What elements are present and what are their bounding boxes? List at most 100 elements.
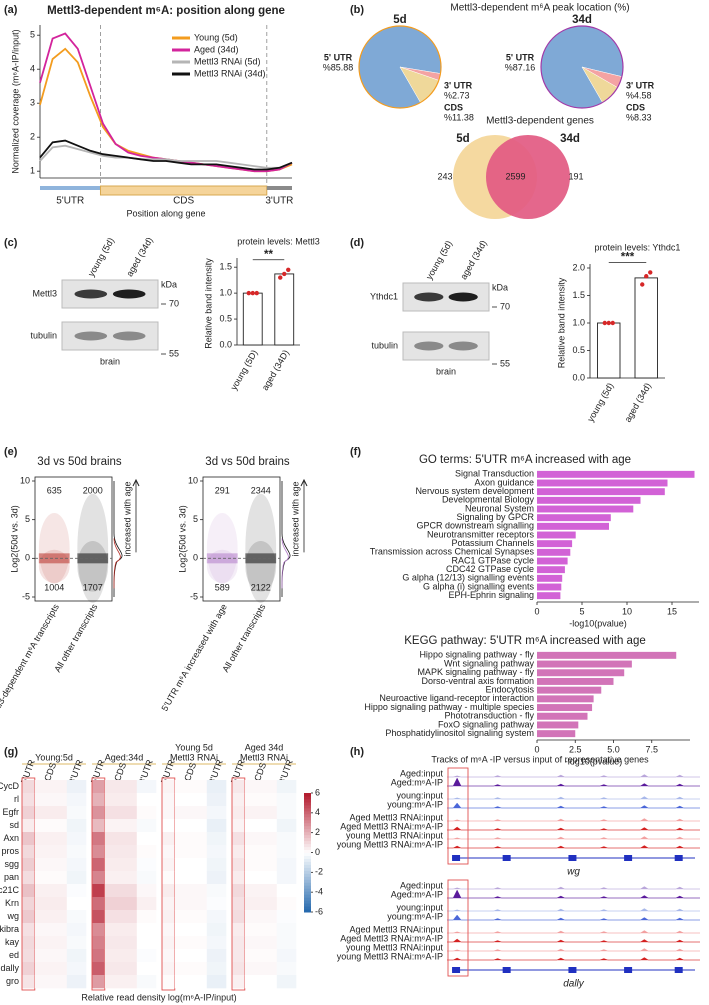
slice-value: %2.73 bbox=[444, 90, 470, 100]
data-point bbox=[644, 274, 649, 279]
marker-label: 70 bbox=[500, 301, 510, 311]
heat-cell bbox=[244, 832, 278, 846]
down-count: 589 bbox=[215, 582, 230, 592]
track-signal bbox=[447, 818, 700, 822]
y-tick-label: Neuroactive ligand-receptor interaction bbox=[379, 693, 534, 703]
heat-cell bbox=[92, 910, 106, 924]
chart-title: GO terms: 5'UTR m⁶A increased with age bbox=[419, 454, 631, 466]
y-tick-label: 1.0 bbox=[572, 317, 585, 327]
panel-label: (a) bbox=[4, 4, 18, 16]
row-label: kibra bbox=[0, 924, 19, 934]
bar bbox=[537, 677, 614, 685]
y-tick-label: 4 bbox=[30, 64, 35, 74]
colorbar-cell bbox=[304, 855, 311, 859]
y-tick-label: Axon guidance bbox=[474, 477, 534, 487]
heat-cell bbox=[244, 793, 278, 807]
track-label: Aged Mettl3 RNAi:input bbox=[349, 924, 443, 934]
bar bbox=[537, 695, 594, 703]
heat-cell bbox=[104, 819, 138, 833]
heat-cell bbox=[206, 897, 227, 911]
heat-cell bbox=[206, 910, 227, 924]
track-label: young Mettl3 RNAi:input bbox=[346, 830, 444, 840]
heat-cell bbox=[104, 858, 138, 872]
colorbar-label: -2 bbox=[315, 867, 323, 877]
data-point bbox=[606, 320, 611, 326]
legend-label: Young (5d) bbox=[194, 32, 238, 42]
heat-cell bbox=[232, 975, 246, 989]
heat-cell bbox=[66, 845, 87, 859]
x-tick-label: young (5d) bbox=[585, 381, 615, 423]
colorbar-cell bbox=[304, 858, 311, 862]
heat-cell bbox=[162, 858, 176, 872]
series-line bbox=[39, 47, 293, 173]
heat-cell bbox=[66, 975, 87, 989]
slice-label: CDS bbox=[626, 102, 645, 112]
heat-cell bbox=[66, 858, 87, 872]
heat-cell bbox=[66, 819, 87, 833]
chart-title: protein levels: Mettl3 bbox=[237, 236, 320, 246]
heat-cell bbox=[22, 936, 36, 950]
colorbar-cell bbox=[304, 810, 311, 815]
row-label: dally bbox=[0, 963, 19, 973]
heat-cell bbox=[34, 949, 68, 963]
x-tick-label: All other transcripts bbox=[220, 602, 267, 674]
point-cloud-core bbox=[206, 553, 238, 564]
heat-cell bbox=[174, 884, 208, 898]
colorbar-cell bbox=[304, 891, 311, 895]
legend-label: Mettl3 RNAi (34d) bbox=[194, 68, 266, 78]
colorbar-cell bbox=[304, 793, 311, 797]
heat-cell bbox=[276, 897, 297, 911]
heat-cell bbox=[174, 962, 208, 976]
band bbox=[74, 331, 108, 341]
heat-cell bbox=[232, 780, 246, 794]
colorbar-cell bbox=[304, 825, 311, 830]
bar bbox=[537, 470, 695, 478]
significance: *** bbox=[621, 251, 635, 263]
x-tick-label: 0 bbox=[534, 606, 539, 616]
tissue-label: brain bbox=[100, 356, 120, 366]
bar bbox=[537, 540, 573, 548]
heat-cell bbox=[92, 884, 106, 898]
highlight-box bbox=[447, 879, 469, 977]
region-bar bbox=[99, 185, 268, 196]
x-tick-label: 5 bbox=[579, 606, 584, 616]
heat-cell bbox=[206, 845, 227, 859]
up-count: 2344 bbox=[251, 485, 271, 495]
heat-cell bbox=[174, 832, 208, 846]
exon bbox=[624, 855, 633, 861]
up-count: 291 bbox=[215, 485, 230, 495]
marker-label: 70 bbox=[169, 298, 179, 308]
heat-cell bbox=[162, 923, 176, 937]
y-tick-label: GPCR downstream signalling bbox=[416, 521, 534, 531]
slice-value: %87.16 bbox=[505, 62, 536, 72]
bar bbox=[537, 660, 632, 668]
heat-cell bbox=[22, 780, 36, 794]
heat-cell bbox=[232, 845, 246, 859]
y-tick-label: Phototransduction - fly bbox=[444, 711, 534, 721]
colorbar-cell bbox=[304, 852, 311, 856]
heat-cell bbox=[22, 949, 36, 963]
data-point bbox=[610, 320, 615, 326]
colorbar-cell bbox=[304, 861, 311, 865]
x-tick-label: 7.5 bbox=[645, 744, 658, 754]
y-tick-label: 5 bbox=[193, 514, 198, 524]
bar bbox=[242, 292, 263, 346]
colorbar-cell bbox=[304, 834, 311, 839]
heat-cell bbox=[34, 832, 68, 846]
y-tick-label: 0.5 bbox=[572, 345, 585, 355]
heat-cell bbox=[162, 949, 176, 963]
exon bbox=[568, 855, 577, 861]
track-label: young Mettl3 RNAi:input bbox=[346, 942, 444, 952]
heat-cell bbox=[244, 871, 278, 885]
heat-cell bbox=[92, 832, 106, 846]
heat-cell bbox=[232, 871, 246, 885]
track-label: Aged:input bbox=[400, 880, 444, 890]
y-tick-label: 1.5 bbox=[572, 290, 585, 300]
point-cloud bbox=[206, 512, 238, 584]
heat-cell bbox=[104, 897, 138, 911]
heat-cell bbox=[92, 780, 106, 794]
slice-label: 3' UTR bbox=[626, 80, 655, 90]
data-point bbox=[254, 290, 259, 296]
panel-label: (b) bbox=[350, 4, 364, 16]
unit-label: kDa bbox=[161, 279, 177, 289]
